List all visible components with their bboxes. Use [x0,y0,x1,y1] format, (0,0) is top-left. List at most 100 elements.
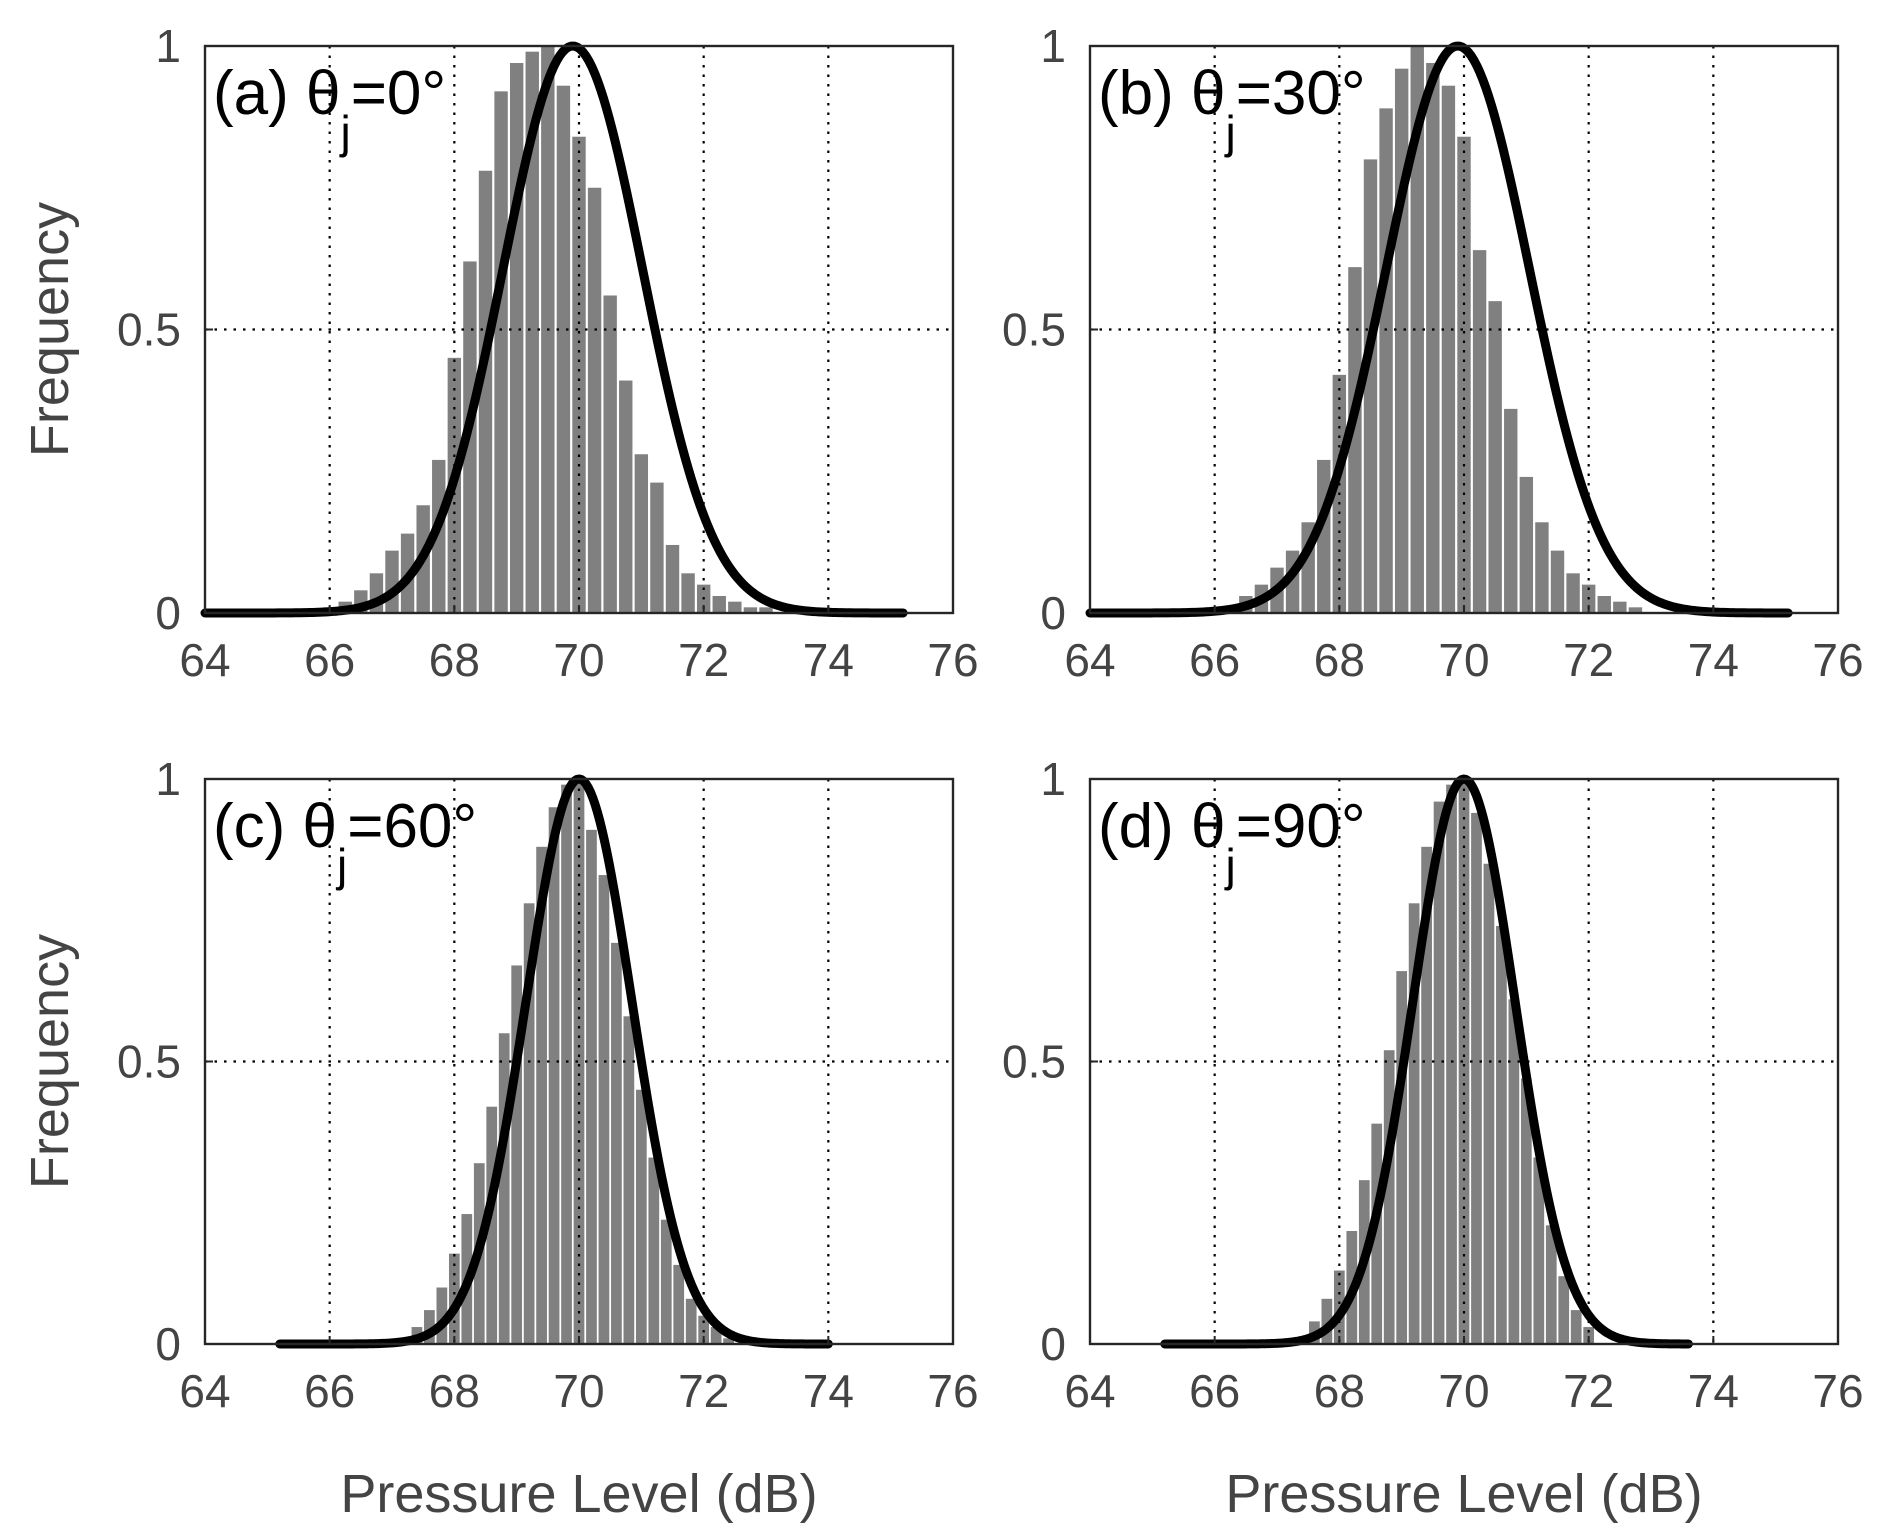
x-tick-label-a-5: 74 [803,634,854,686]
x-tick-label-b-3: 70 [1438,634,1489,686]
bar-d-10 [1433,801,1445,1344]
bar-a-19 [619,380,633,613]
x-tick-label-b-0: 64 [1064,634,1115,686]
panel-c: 64 66 68 70 72 74 76 0 0.5 1 Frequency Pressure Lev… [20,753,979,1524]
y-tick-label-d-0: 0 [1040,1318,1066,1370]
bar-b-17 [1504,408,1518,613]
bar-b-16 [1488,301,1502,613]
x-tick-label-c-2: 68 [429,1365,480,1417]
bar-d-11 [1446,784,1457,1344]
bar-c-25 [723,1338,734,1344]
panel-title-b: (b) θj=30° [1098,59,1366,158]
bar-d-18 [1533,1157,1545,1344]
x-axis-label-c: Pressure Level (dB) [340,1464,817,1524]
x-tick-label-b-5: 74 [1688,634,1739,686]
bar-c-12 [561,784,572,1344]
y-tick-label-a-1: 0.5 [117,304,181,356]
x-tick-label-a-0: 64 [179,634,230,686]
bar-c-11 [548,807,560,1344]
bar-d-15 [1496,925,1507,1344]
bar-a-10 [478,170,493,614]
bar-c-6 [486,1106,498,1344]
bar-a-27 [743,607,758,613]
bar-d-16 [1508,999,1520,1344]
bar-d-1 [1321,1298,1333,1344]
bar-a-20 [634,454,649,613]
bar-c-24 [710,1327,722,1344]
bar-d-13 [1471,812,1482,1344]
bar-d-12 [1458,779,1470,1344]
bar-a-17 [587,187,602,613]
y-axis-label-c: Frequency [20,934,80,1189]
y-tick-label-b-2: 1 [1040,20,1066,72]
bar-b-8 [1363,159,1378,613]
bar-c-17 [623,1016,635,1344]
y-tick-label-a-2: 1 [155,20,181,72]
fit-curve-b [1085,41,1793,618]
bar-a-4 [385,550,399,613]
y-tick-label-b-1: 0.5 [1002,304,1066,356]
bar-b-10 [1394,68,1409,614]
x-tick-label-d-6: 76 [1812,1365,1863,1417]
y-axis-label-a: Frequency [20,202,80,457]
x-tick-label-a-4: 72 [678,634,729,686]
bar-c-15 [598,875,610,1344]
y-tick-label-a-0: 0 [155,587,181,639]
x-tick-label-c-3: 70 [553,1365,604,1417]
bar-b-13 [1441,85,1456,613]
bar-c-18 [635,1089,647,1344]
bar-b-9 [1379,108,1393,614]
bar-a-15 [556,85,571,613]
bar-a-16 [572,136,586,613]
bar-b-18 [1519,476,1534,613]
bar-a-23 [681,573,695,613]
bar-d-19 [1545,1225,1557,1344]
bar-b-24 [1613,601,1627,613]
bar-c-8 [511,965,523,1344]
bar-b-7 [1348,267,1362,613]
bar-c-21 [673,1264,685,1344]
y-tick-label-c-2: 1 [155,753,181,805]
bar-b-12 [1426,63,1440,613]
y-tick-label-d-2: 1 [1040,753,1066,805]
x-tick-label-b-1: 66 [1189,634,1240,686]
x-tick-label-c-1: 66 [304,1365,355,1417]
bar-b-19 [1535,522,1549,613]
bar-c-23 [698,1315,710,1344]
bar-a-12 [509,63,524,613]
bar-c-20 [660,1219,672,1344]
x-tick-label-d-2: 68 [1314,1365,1365,1417]
bar-b-11 [1410,46,1424,613]
bar-b-20 [1550,550,1565,613]
bar-c-7 [498,1033,510,1344]
bar-b-21 [1566,573,1580,613]
bar-d-9 [1421,846,1432,1344]
bar-a-7 [432,459,446,613]
panel-title-c: (c) θj=60° [213,792,477,891]
x-axis-label-d: Pressure Level (dB) [1225,1464,1702,1524]
x-tick-label-b-2: 68 [1314,634,1365,686]
x-tick-label-c-4: 72 [678,1365,729,1417]
bar-d-6 [1383,1050,1395,1344]
bar-d-21 [1570,1310,1582,1344]
x-tick-label-a-2: 68 [429,634,480,686]
bar-c-10 [536,846,547,1344]
x-tick-label-b-6: 76 [1812,634,1863,686]
bar-a-25 [712,595,726,613]
bar-b-23 [1597,595,1611,613]
x-tick-label-b-4: 72 [1563,634,1614,686]
bar-c-13 [573,779,585,1344]
bar-a-28 [759,607,773,613]
x-tick-label-d-3: 70 [1438,1365,1489,1417]
bar-c-9 [523,903,535,1344]
bar-d-7 [1396,971,1408,1344]
panel-d: 64 66 68 70 72 74 76 0 0.5 1 Pressure Level (dB) (d… [1002,753,1864,1524]
y-tick-label-b-0: 0 [1040,587,1066,639]
bar-d-20 [1558,1276,1570,1344]
panel-b: 64 66 68 70 72 74 76 0 0.5 1 (b) θj=30° [1002,20,1864,686]
x-tick-label-d-5: 74 [1688,1365,1739,1417]
x-tick-label-c-0: 64 [179,1365,230,1417]
panel-title-d: (d) θj=90° [1098,792,1366,891]
x-tick-label-a-3: 70 [553,634,604,686]
